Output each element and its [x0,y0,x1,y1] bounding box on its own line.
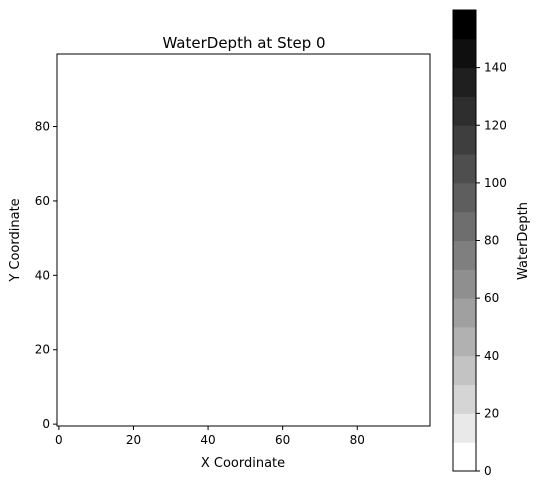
y-tick-label: 20 [35,343,50,357]
colorbar-band [453,10,476,40]
y-tick-label: 60 [35,194,50,208]
colorbar-band [453,355,476,386]
heatmap-field [57,54,430,426]
y-tick-label: 40 [35,268,50,282]
colorbar-tick-label: 100 [484,176,507,190]
plot-area: 0 20 40 60 80 0 20 40 60 80 [35,53,431,447]
chart-title: WaterDepth at Step 0 [162,34,325,52]
x-axis-ticks: 0 20 40 60 80 [55,426,365,447]
x-tick-label: 0 [55,433,63,447]
y-axis-label: Y Coordinate [8,198,23,282]
colorbar-tick-label: 120 [484,118,507,132]
colorbar-band [453,96,476,126]
colorbar-band [453,298,476,328]
colorbar-band [453,38,476,69]
y-axis-ticks: 0 20 40 60 80 [35,120,57,431]
x-tick-label: 80 [350,433,365,447]
colorbar-band [453,240,476,270]
colorbar-bands [453,10,476,472]
colorbar-band [453,269,476,299]
colorbar-band [453,442,476,472]
colorbar-tick-label: 80 [484,234,499,248]
y-tick-label: 80 [35,120,50,134]
colorbar-band [453,182,476,213]
x-axis-label: X Coordinate [201,456,285,471]
x-tick-label: 60 [275,433,290,447]
colorbar-band [453,154,476,184]
colorbar-band [453,125,476,155]
colorbar-tick-label: 0 [484,464,492,478]
colorbar-band [453,326,476,357]
colorbar-tick-label: 20 [484,406,499,420]
colorbar-band [453,211,476,241]
colorbar: 0 20 40 60 80 100 120 140 WaterDepth [452,9,531,478]
colorbar-tick-label: 140 [484,61,507,75]
colorbar-tick-label: 60 [484,291,499,305]
colorbar-tick-label: 40 [484,349,499,363]
colorbar-label: WaterDepth [516,202,531,280]
colorbar-band [453,67,476,97]
x-tick-label: 20 [126,433,141,447]
plot-frame [56,53,431,427]
colorbar-band [453,384,476,414]
x-tick-label: 40 [200,433,215,447]
colorbar-ticks: 0 20 40 60 80 100 120 140 [476,61,507,478]
y-tick-label: 0 [42,417,50,431]
colorbar-band [453,413,476,443]
